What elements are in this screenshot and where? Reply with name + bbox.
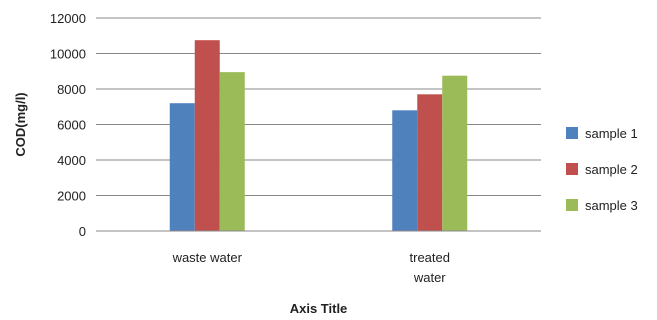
bar-sample-2-cat-0 — [194, 40, 220, 231]
y-tick-label: 6000 — [57, 118, 86, 133]
y-tick-label: 12000 — [50, 11, 86, 26]
y-tick-label: 2000 — [57, 189, 86, 204]
y-tick-label: 8000 — [57, 82, 86, 97]
gridlines — [96, 17, 541, 196]
x-tick-label: treated — [410, 250, 450, 265]
bar-sample-1-cat-0 — [169, 103, 195, 231]
legend-label: sample 3 — [585, 198, 638, 213]
x-axis-title: Axis Title — [290, 301, 348, 316]
y-tick-labels: 0 2000 4000 6000 8000 10000 12000 — [50, 11, 86, 239]
legend-label: sample 2 — [585, 162, 638, 177]
bar-sample-3-cat-0 — [219, 72, 245, 231]
x-tick-label: water — [413, 270, 446, 285]
y-tick-label: 4000 — [57, 153, 86, 168]
legend-label: sample 1 — [585, 126, 638, 141]
x-tick-label: waste water — [172, 250, 243, 265]
legend-swatch-sample-1 — [566, 127, 578, 139]
bar-sample-3-cat-1 — [442, 75, 468, 231]
bar-sample-2-cat-1 — [417, 94, 443, 231]
y-tick-label: 0 — [79, 224, 86, 239]
bar-sample-1-cat-1 — [392, 110, 418, 231]
legend-swatch-sample-2 — [566, 163, 578, 175]
legend: sample 1 sample 2 sample 3 — [566, 126, 638, 213]
legend-swatch-sample-3 — [566, 199, 578, 211]
bars — [169, 40, 468, 231]
x-tick-labels: waste water treated water — [172, 250, 450, 285]
y-tick-label: 10000 — [50, 47, 86, 62]
y-axis-title: COD(mg/l) — [13, 92, 28, 156]
